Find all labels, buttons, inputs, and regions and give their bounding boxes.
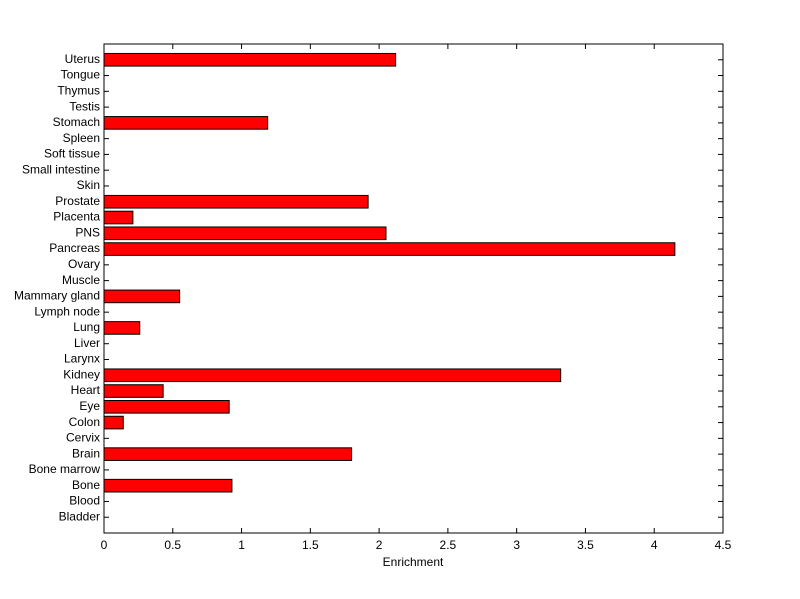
y-tick-label: Heart <box>71 383 101 397</box>
x-tick-label: 3.5 <box>577 538 594 552</box>
y-tick-label: Soft tissue <box>44 147 100 161</box>
bar <box>103 194 369 209</box>
y-tick-label: Uterus <box>65 52 100 66</box>
bar <box>103 210 134 225</box>
y-tick-label: Liver <box>74 336 100 350</box>
bar <box>103 368 562 383</box>
x-tick-label: 4 <box>651 538 658 552</box>
y-tick-label: Mammary gland <box>14 289 100 303</box>
y-tick-label: Prostate <box>55 194 100 208</box>
y-tick-label: Cervix <box>66 431 100 445</box>
x-tick-label: 2 <box>376 538 383 552</box>
y-tick-label: Blood <box>69 494 100 508</box>
bar <box>103 289 181 304</box>
x-tick-label: 3 <box>513 538 520 552</box>
y-tick-label: Tongue <box>61 68 101 82</box>
bar <box>103 415 124 430</box>
bar <box>103 242 676 256</box>
bar <box>103 478 233 493</box>
y-tick-label: PNS <box>75 225 100 239</box>
x-axis-label: Enrichment <box>383 555 444 569</box>
bar <box>103 384 164 398</box>
y-tick-label: Larynx <box>64 352 100 366</box>
y-tick-label: Lung <box>73 320 100 334</box>
x-tick-label: 1.5 <box>302 538 319 552</box>
y-tick-label: Muscle <box>62 273 100 287</box>
y-tick-label: Testis <box>69 99 100 113</box>
y-tick-label: Skin <box>77 178 100 192</box>
y-tick-label: Bone <box>72 478 100 492</box>
x-tick-label: 0 <box>101 538 108 552</box>
y-tick-label: Brain <box>72 446 100 460</box>
y-tick-label: Bladder <box>59 509 100 523</box>
bar <box>103 116 269 130</box>
y-tick-label: Eye <box>79 399 100 413</box>
x-tick-label: 0.5 <box>164 538 181 552</box>
y-tick-label: Stomach <box>53 115 100 129</box>
y-tick-label: Kidney <box>63 367 100 381</box>
x-tick-label: 2.5 <box>440 538 457 552</box>
y-tick-label: Thymus <box>57 83 100 97</box>
bar <box>103 399 230 414</box>
bar <box>103 52 397 67</box>
y-tick-label: Colon <box>69 415 100 429</box>
y-tick-label: Pancreas <box>49 241 100 255</box>
bar <box>103 226 387 241</box>
bar <box>103 321 141 335</box>
y-tick-label: Spleen <box>63 131 100 145</box>
y-tick-label: Lymph node <box>34 304 100 318</box>
x-tick-label: 4.5 <box>715 538 732 552</box>
y-tick-label: Placenta <box>53 210 100 224</box>
y-tick-label: Bone marrow <box>29 462 101 476</box>
bar <box>103 447 353 461</box>
y-tick-label: Small intestine <box>22 162 100 176</box>
y-tick-label: Ovary <box>68 257 100 271</box>
x-tick-label: 1 <box>238 538 245 552</box>
